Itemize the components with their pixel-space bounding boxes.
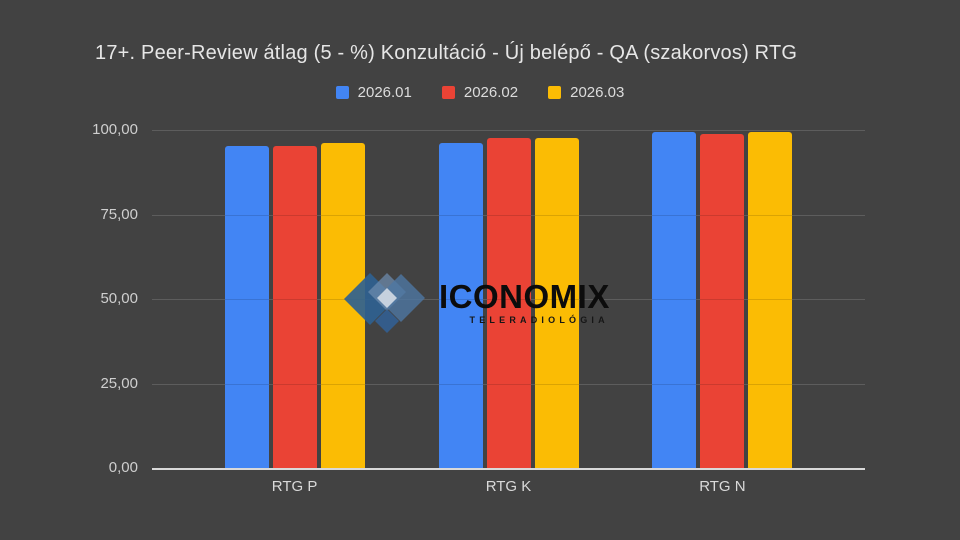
bar-RTG K-2026.03 <box>534 137 579 468</box>
x-tick-label-RTG P: RTG P <box>271 478 318 495</box>
x-axis-line <box>152 468 865 470</box>
bar-group-RTG N <box>652 130 793 468</box>
y-tick-label-75: 75,00 <box>100 205 138 223</box>
watermark-subtitle: TELERADIOLÓGIA <box>469 315 609 325</box>
y-tick-label-0: 0,00 <box>108 459 138 476</box>
legend-label: 2026.02 <box>463 83 519 101</box>
legend-item-2026.02: 2026.02 <box>441 83 519 101</box>
bar-RTG K-2026.02 <box>486 137 531 468</box>
watermark-logo: ICONOMIX TELERADIOLÓGIA <box>343 267 610 335</box>
gridline-100 <box>152 130 865 131</box>
gridline-overlay <box>152 130 865 468</box>
bar-RTG K-2026.01 <box>438 143 483 468</box>
legend-swatch-icon <box>548 85 562 99</box>
legend-swatch-icon <box>335 85 349 99</box>
watermark-brand: ICONOMIX <box>439 278 610 315</box>
y-tick-label-50: 50,00 <box>100 290 138 307</box>
y-tick-label-25: 25,00 <box>100 374 138 392</box>
gridline-shadow-100 <box>152 130 865 131</box>
gridline-shadow-75 <box>152 214 865 216</box>
bar-group-RTG K <box>438 130 579 468</box>
gridline-shadow-25 <box>152 383 865 385</box>
legend-item-2026.01: 2026.01 <box>335 83 412 101</box>
bar-RTG P-2026.01 <box>224 145 269 468</box>
x-tick-label-RTG N: RTG N <box>699 478 746 495</box>
chart-title: 17+. Peer-Review átlag (5 - %) Konzultác… <box>95 42 798 64</box>
x-tick-label-RTG K: RTG K <box>485 478 532 495</box>
bar-RTG N-2026.03 <box>748 132 793 468</box>
y-tick-label-100: 100,00 <box>92 121 138 138</box>
gridline-shadow-50 <box>152 299 865 300</box>
bar-groups <box>152 130 865 468</box>
axis-labels: 0,00 25,00 50,00 75,00 100,00 RTG P RTG K RTG N <box>92 122 865 496</box>
legend-label: 2026.03 <box>570 83 625 101</box>
watermark-text: ICONOMIX TELERADIOLÓGIA <box>439 278 610 325</box>
diamond-cluster-icon <box>344 273 425 333</box>
bar-RTG N-2026.02 <box>700 133 745 468</box>
legend-item-2026.03: 2026.03 <box>548 84 624 101</box>
bar-RTG N-2026.01 <box>652 132 697 468</box>
plot-area: 0,00 25,00 50,00 75,00 100,00 RTG P RTG K RTG N <box>92 122 865 496</box>
legend-swatch-icon <box>441 85 455 99</box>
chart-legend: 2026.01 2026.02 2026.03 <box>0 83 960 101</box>
bar-RTG P-2026.02 <box>272 145 317 468</box>
legend-label: 2026.01 <box>357 83 412 101</box>
